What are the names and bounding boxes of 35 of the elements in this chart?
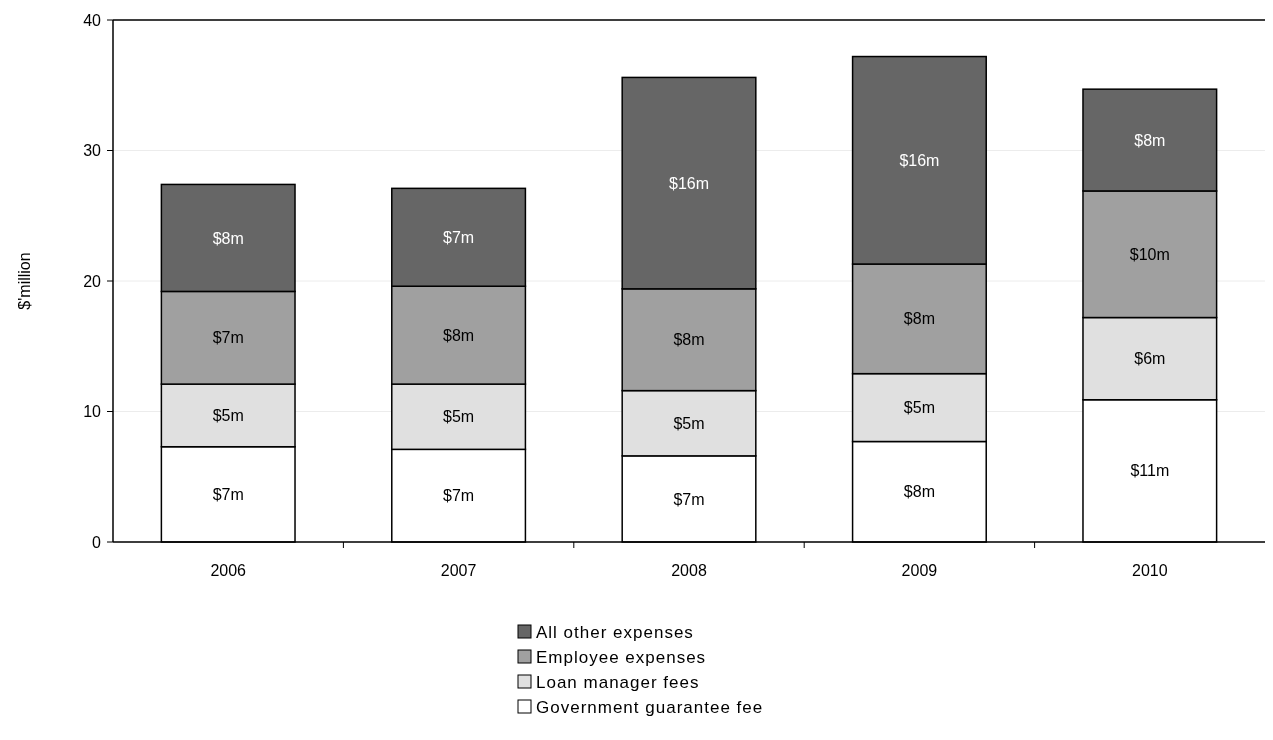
data-label: $5m xyxy=(443,408,475,426)
data-label: $8m xyxy=(212,229,244,247)
data-label: $8m xyxy=(903,310,935,328)
data-label: $7m xyxy=(443,228,475,246)
data-label: $5m xyxy=(673,414,705,432)
y-tick-label: 20 xyxy=(83,272,102,290)
data-label: $7m xyxy=(212,329,244,347)
legend-label: Loan manager fees xyxy=(536,672,700,692)
y-axis-title: $'million xyxy=(16,252,33,310)
data-label: $10m xyxy=(1129,245,1170,263)
data-label: $8m xyxy=(673,331,705,349)
data-label: $11m xyxy=(1130,462,1170,480)
y-tick-label: 30 xyxy=(83,142,102,160)
legend-label: All other expenses xyxy=(536,622,694,642)
data-label: $8m xyxy=(1134,131,1166,149)
y-tick-label: 0 xyxy=(92,533,102,551)
y-tick-label: 40 xyxy=(83,11,102,29)
data-label: $7m xyxy=(212,485,244,503)
data-label: $16m xyxy=(668,174,710,192)
x-tick-label: 2009 xyxy=(901,562,938,579)
x-tick-label: 2008 xyxy=(671,562,707,579)
data-label: $7m xyxy=(673,490,705,508)
data-label: $16m xyxy=(899,151,940,169)
data-label: $8m xyxy=(443,326,475,344)
legend-label: Government guarantee fee xyxy=(536,697,764,717)
y-tick-label: 10 xyxy=(83,403,102,421)
x-tick-label: 2006 xyxy=(210,562,247,579)
data-label: $7m xyxy=(443,487,475,505)
data-label: $5m xyxy=(903,399,935,417)
data-label: $6m xyxy=(1134,350,1166,368)
data-label: $8m xyxy=(903,483,935,501)
data-label: $5m xyxy=(212,407,244,425)
x-tick-label: 2010 xyxy=(1132,562,1168,579)
x-tick-label: 2007 xyxy=(440,562,477,579)
legend-label: Employee expenses xyxy=(536,647,707,667)
